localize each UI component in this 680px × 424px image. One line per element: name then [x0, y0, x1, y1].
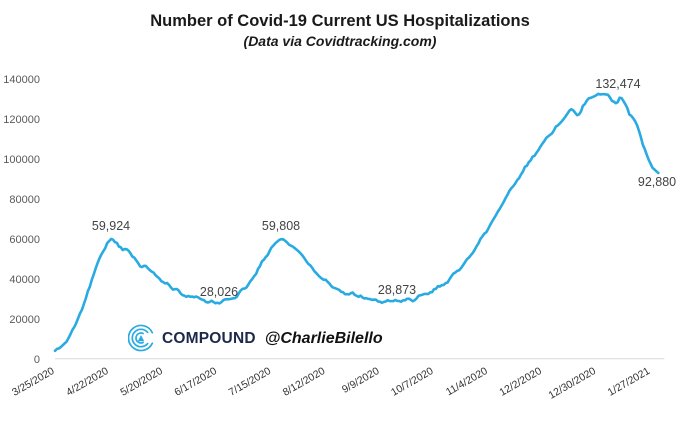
svg-text:140000: 140000	[3, 74, 40, 86]
svg-text:3/25/2020: 3/25/2020	[10, 365, 57, 399]
svg-text:6/17/2020: 6/17/2020	[172, 365, 219, 399]
svg-text:60000: 60000	[9, 234, 40, 246]
svg-text:0: 0	[34, 354, 40, 366]
svg-text:5/20/2020: 5/20/2020	[118, 365, 165, 399]
svg-text:120000: 120000	[3, 114, 40, 126]
svg-text:7/15/2020: 7/15/2020	[227, 365, 274, 399]
svg-text:12/30/2020: 12/30/2020	[546, 365, 598, 402]
svg-text:10/7/2020: 10/7/2020	[389, 365, 436, 399]
svg-text:100000: 100000	[3, 154, 40, 166]
svg-text:20000: 20000	[9, 314, 40, 326]
svg-text:9/9/2020: 9/9/2020	[340, 365, 382, 396]
svg-text:40000: 40000	[9, 274, 40, 286]
svg-text:8/12/2020: 8/12/2020	[281, 365, 328, 399]
svg-text:80000: 80000	[9, 194, 40, 206]
svg-text:4/22/2020: 4/22/2020	[64, 365, 111, 399]
svg-text:12/2/2020: 12/2/2020	[497, 365, 544, 399]
svg-text:11/4/2020: 11/4/2020	[444, 365, 490, 398]
svg-text:1/27/2021: 1/27/2021	[606, 365, 653, 399]
